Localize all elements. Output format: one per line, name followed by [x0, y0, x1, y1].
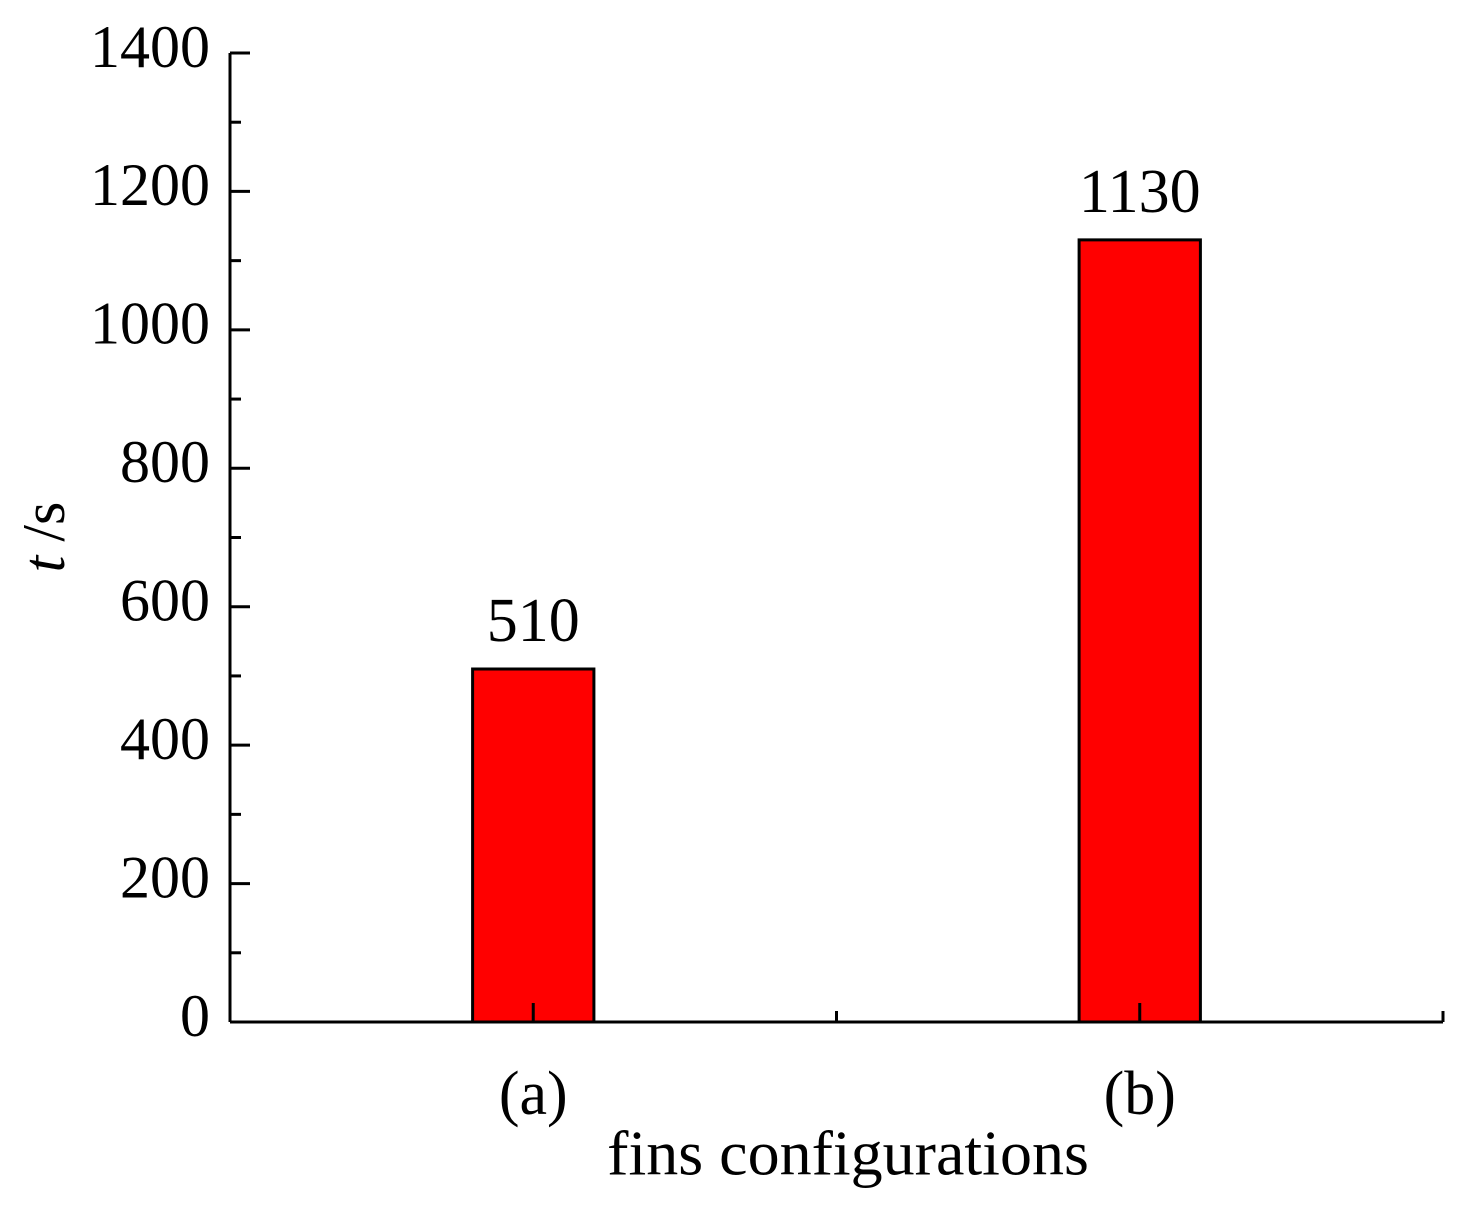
- y-tick-label: 600: [120, 567, 210, 633]
- y-axis-unit: /s: [11, 502, 77, 542]
- y-tick-label: 800: [120, 429, 210, 495]
- y-tick-label: 200: [120, 844, 210, 910]
- bar: [1077, 238, 1202, 1024]
- x-tick-label: (a): [499, 1060, 568, 1128]
- value-label: 1130: [1079, 158, 1201, 226]
- y-tick-label: 1200: [90, 152, 210, 218]
- bar: [471, 667, 596, 1024]
- x-axis-label: fins configurations: [607, 1118, 1089, 1189]
- x-tick-label: (b): [1104, 1060, 1176, 1128]
- y-tick-label: 1000: [90, 291, 210, 357]
- value-label: 510: [487, 587, 580, 655]
- y-axis-label: t/s: [11, 502, 77, 573]
- y-axis-symbol: t: [11, 554, 77, 572]
- y-tick-label: 400: [120, 706, 210, 772]
- y-tick-label: 1400: [90, 14, 210, 80]
- y-tick-label: 0: [180, 983, 210, 1049]
